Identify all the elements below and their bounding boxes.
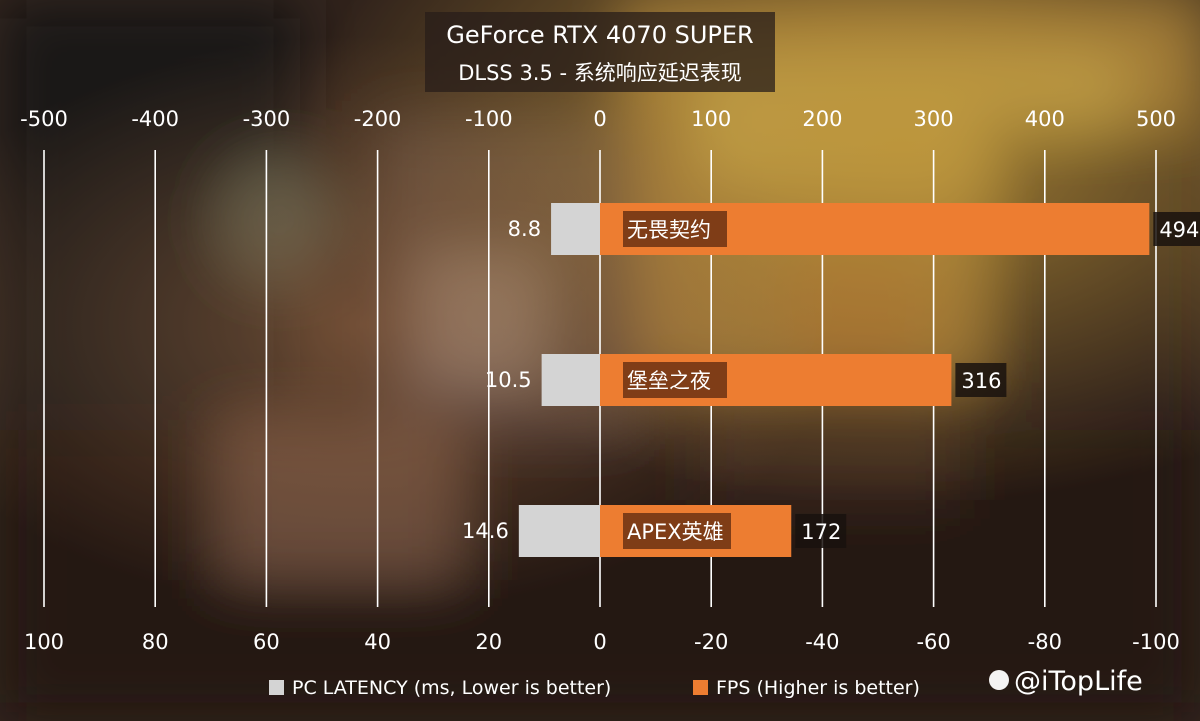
top-axis-ticks: -500 -400 -300 -200 -100 0 100 200 300 400 500	[20, 107, 1176, 131]
legend-label-fps: FPS (Higher is better)	[716, 677, 920, 699]
latency-value-label: 14.6	[462, 519, 509, 543]
top-tick-label: 0	[593, 107, 606, 131]
category-label-box	[623, 513, 731, 549]
bottom-axis-ticks: 100 80 60 40 20 0 -20 -40 -60 -80 -100	[24, 630, 1180, 654]
top-tick-label: -200	[354, 107, 402, 131]
bottom-tick-label: -60	[916, 630, 950, 654]
legend-label-latency: PC LATENCY (ms, Lower is better)	[292, 677, 611, 699]
title-background	[425, 12, 775, 92]
latency-bar	[541, 354, 600, 406]
bottom-tick-label: -40	[805, 630, 839, 654]
latency-bar	[551, 203, 600, 255]
category-label-box	[623, 211, 727, 247]
legend: PC LATENCY (ms, Lower is better) FPS (Hi…	[269, 677, 920, 699]
latency-value-label: 8.8	[508, 217, 541, 241]
top-tick-label: 200	[802, 107, 842, 131]
top-tick-label: 300	[914, 107, 954, 131]
fps-value-label: 316	[961, 369, 1001, 393]
fps-value-box	[1153, 212, 1200, 246]
latency-bar	[518, 505, 600, 557]
top-tick-label: 500	[1136, 107, 1176, 131]
chart-subtitle: DLSS 3.5 - 系统响应延迟表现	[458, 61, 742, 85]
bars: 8.8 494 无畏契约 10.5 316 堡垒之夜 14.6 172 APEX英雄	[462, 203, 1200, 557]
legend-swatch-latency	[269, 680, 284, 695]
fps-value-box	[795, 514, 847, 548]
bottom-tick-label: 80	[142, 630, 169, 654]
bottom-tick-label: 40	[364, 630, 391, 654]
bottom-tick-label: 100	[24, 630, 64, 654]
top-tick-label: -400	[131, 107, 179, 131]
fps-value-box	[955, 363, 1007, 397]
fps-value-label: 172	[801, 520, 841, 544]
paw-icon	[989, 670, 1009, 690]
latency-value-label: 10.5	[485, 368, 532, 392]
top-tick-label: 400	[1025, 107, 1065, 131]
bottom-tick-label: 0	[593, 630, 606, 654]
chart-title: GeForce RTX 4070 SUPER	[446, 21, 753, 49]
fps-value-label: 494	[1159, 218, 1199, 242]
top-tick-label: 100	[691, 107, 731, 131]
legend-swatch-fps	[693, 680, 708, 695]
top-tick-label: -300	[243, 107, 291, 131]
top-tick-label: -100	[465, 107, 513, 131]
category-label: 堡垒之夜	[627, 369, 711, 393]
watermark-text: @iTopLife	[1014, 666, 1143, 697]
watermark: @iTopLife	[989, 666, 1143, 697]
bottom-tick-label: 20	[475, 630, 502, 654]
bottom-tick-label: 60	[253, 630, 280, 654]
bottom-tick-label: -100	[1132, 630, 1180, 654]
category-label: APEX英雄	[627, 520, 724, 544]
category-label-box	[623, 362, 727, 398]
bottom-tick-label: -20	[694, 630, 728, 654]
category-label: 无畏契约	[627, 218, 711, 242]
bottom-tick-label: -80	[1028, 630, 1062, 654]
top-tick-label: -500	[20, 107, 68, 131]
